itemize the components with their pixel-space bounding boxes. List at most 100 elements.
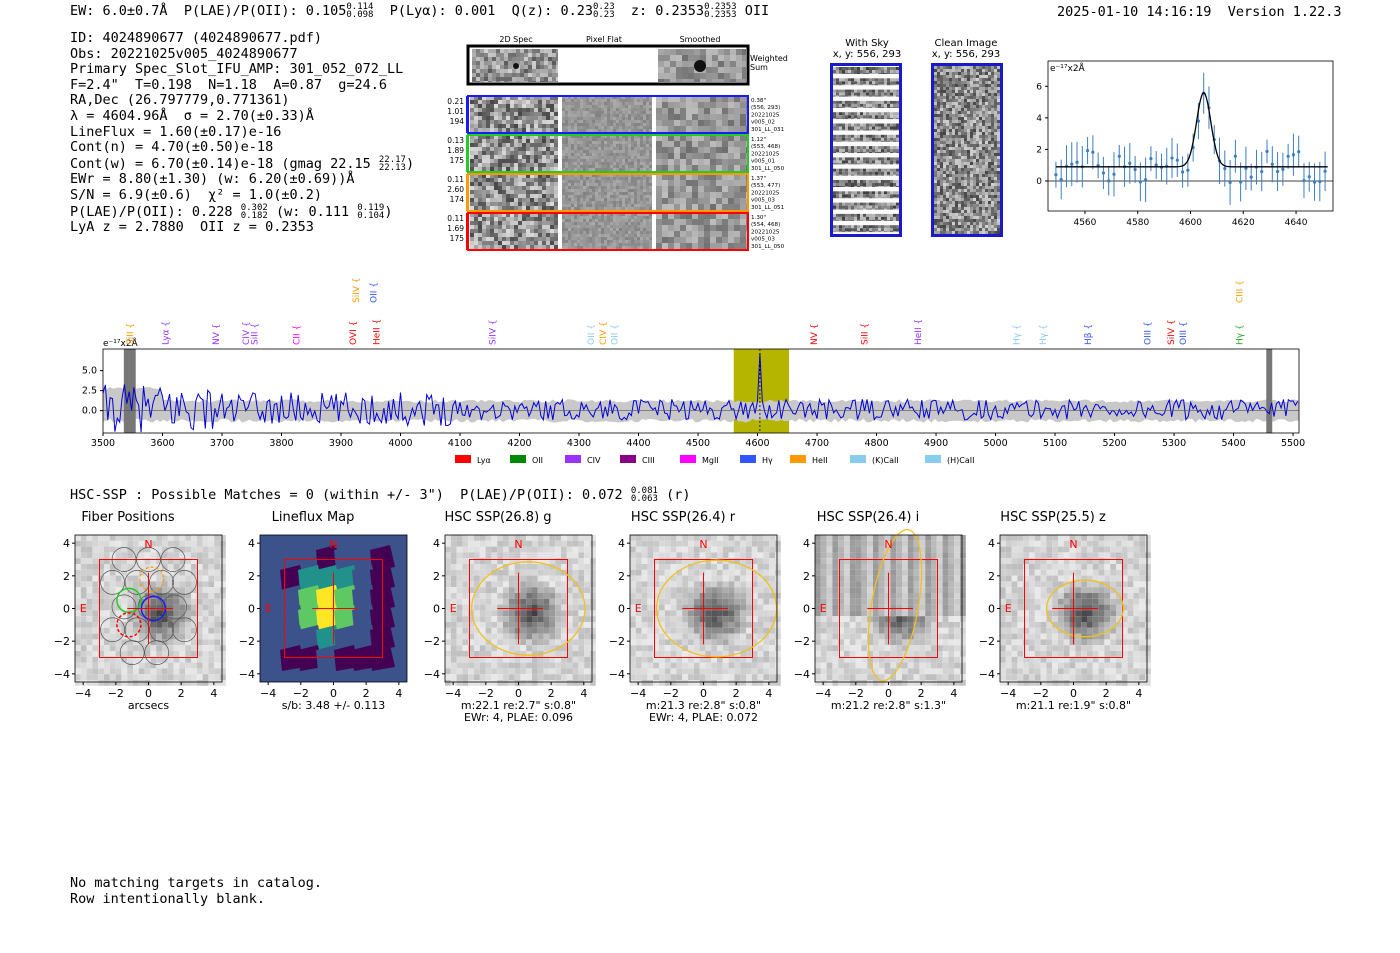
cutout-row-right-label: (556, 293) [751, 105, 780, 111]
spectrum-xtick-label: 3700 [210, 438, 234, 449]
footer-notes: No matching targets in catalog. Row inten… [70, 875, 322, 907]
legend-swatch [925, 455, 941, 463]
compass-north: N [699, 538, 707, 551]
cutout-image [815, 535, 966, 686]
imaging-panel: HSC SSP(26.4) r N E 4 2 0 −2 −4 −4 −2 0 2 4 m:21.3 re… [609, 510, 781, 724]
emission-line-label: OII { [611, 324, 621, 345]
zoom-point [1059, 177, 1063, 182]
panel-caption: m:21.2 re:2.8" s:1.3" [831, 699, 946, 712]
cutout-smoothed [656, 213, 748, 250]
panel-ytick-label: −4 [794, 668, 810, 681]
compass-north: N [329, 538, 337, 551]
emission-line-label: SiII { [861, 323, 871, 345]
panel-ytick-label: 2 [433, 570, 440, 583]
spectrum-xtick-label: 4400 [626, 438, 650, 449]
legend-label: (H)CaII [947, 456, 974, 465]
compass-east: E [80, 602, 87, 615]
fiber-circle [162, 594, 187, 620]
panel-xtick-label: −2 [108, 687, 124, 700]
hsc-summary: HSC-SSP : Possible Matches = 0 (within +… [70, 486, 691, 504]
zoom-point [1117, 154, 1121, 158]
spectrum-xtick-label: 4100 [448, 438, 472, 449]
cutout-row-left-label: 0.11 [447, 214, 464, 223]
info-contn: Cont(n) = 4.70(±0.50)e-18 [70, 139, 274, 156]
cutout-row-left-label: 2.60 [447, 185, 464, 194]
emission-line-label: OVI { [349, 321, 359, 345]
panel-ytick-label: −2 [794, 635, 810, 648]
emission-line-label: SiIV { [1167, 319, 1177, 345]
aperture-box [654, 559, 753, 658]
sky-fiber-strip [833, 146, 899, 154]
zoom-point [1302, 179, 1306, 183]
panel-caption: arcsecs [128, 699, 170, 712]
panel-caption: m:21.1 re:1.9" s:0.8" [1016, 699, 1131, 712]
cutout-2d-spec [470, 135, 558, 172]
cutout-pixel-flat [562, 96, 652, 133]
panel-ytick-label: 2 [803, 570, 810, 583]
panel-ytick-label: −4 [424, 668, 440, 681]
panel-ytick-label: 0 [988, 603, 995, 616]
imaging-panel: HSC SSP(25.5) z N E 4 2 0 −2 −4 −4 −2 0 2 4 m:21.1 re… [979, 510, 1151, 712]
cutout-row-left-label: 1.01 [447, 107, 464, 116]
weighted-sum-label: Weighted Sum [750, 54, 788, 72]
imaging-panel: HSC SSP(26.8) g N E 4 2 0 −2 −4 −4 −2 0 2 4 m:22.1 re… [424, 510, 596, 724]
cutout-pixel-flat [562, 174, 652, 211]
panel-ytick-label: 2 [63, 570, 70, 583]
emission-line-label: OIII { [1179, 321, 1189, 345]
spectrum-xtick-label: 3800 [269, 438, 293, 449]
spectrum-cutouts: 2D Spec Pixel Flat Smoothed 0.21 1.01 194 0… [440, 32, 800, 257]
qz-value: Q(z): 0.23 [511, 3, 593, 19]
zoom-point [1281, 167, 1285, 171]
info-block: ID: 4024890677 (4024890677.pdf) Obs: 2022… [70, 30, 414, 236]
panel-title: HSC SSP(26.4) r [631, 510, 736, 525]
info-sn: S/N = 6.9(±0.6) χ² = 1.0(±0.2) [70, 186, 322, 203]
panel-ytick-label: 4 [433, 537, 440, 550]
zoom-point [1275, 169, 1280, 174]
source-ellipse [867, 528, 923, 682]
emission-line-label: SiII { [126, 323, 136, 345]
zoom-point [1270, 162, 1274, 166]
sky-fiber-strip [833, 191, 899, 199]
spectrum-xtick-label: 3900 [329, 438, 353, 449]
panel-caption: m:22.1 re:2.7" s:0.8" [461, 699, 576, 712]
cutout-image [445, 535, 596, 686]
zoom-point [1186, 168, 1190, 172]
panel-ytick-label: 0 [803, 603, 810, 616]
compass-east: E [635, 602, 642, 615]
panel-xtick-label: −2 [663, 687, 679, 700]
weighted-2d-spec [472, 49, 558, 82]
zoom-point [1318, 179, 1322, 184]
z-hi: 0.2353 [704, 2, 737, 12]
aperture-box [284, 559, 383, 658]
zoom-point [1149, 156, 1153, 161]
footer-line-1: No matching targets in catalog. [70, 875, 322, 891]
aperture-box [469, 559, 568, 658]
emission-line-label: NV { [212, 324, 222, 345]
panel-ytick-label: 0 [63, 603, 70, 616]
emission-line-label: OIII { [1143, 321, 1153, 345]
zoom-point [1265, 149, 1269, 154]
cutout-row-left-label: 174 [450, 195, 465, 204]
zoom-line-plot: e⁻¹⁷x2Å 0 2 4 6 4560 4580 4600 4620 4640 [1030, 55, 1340, 239]
spectrum-legend: Lyα OII CIV CIII MgII Hγ HeII (K)CaII (H)CaII [455, 455, 974, 465]
spectrum-xtick-label: 5400 [1221, 438, 1245, 449]
spectrum-xtick-label: 4700 [805, 438, 829, 449]
spectrum-xtick-label: 4600 [745, 438, 769, 449]
cutout-smoothed [656, 174, 748, 211]
spectrum-ytick-label: 2.5 [82, 386, 97, 397]
spectrum-ytick-label: 5.0 [82, 366, 97, 377]
spectrum-xtick-label: 5000 [983, 438, 1007, 449]
compass-east: E [820, 602, 827, 615]
panel-ytick-label: 2 [618, 570, 625, 583]
panel-xtick-label: 2 [363, 687, 370, 700]
legend-label: Lyα [477, 456, 491, 465]
zoom-xtick-label: 4580 [1126, 218, 1149, 228]
sky-fiber-strip [833, 100, 899, 108]
legend-swatch [620, 455, 636, 463]
emission-line-label: CIV { [242, 321, 252, 345]
panel-title: Fiber Positions [81, 510, 174, 525]
zoom-point [1101, 171, 1106, 175]
cutout-row-right-label: 1.12" [751, 137, 766, 143]
sky-fiber-strip [833, 213, 899, 221]
